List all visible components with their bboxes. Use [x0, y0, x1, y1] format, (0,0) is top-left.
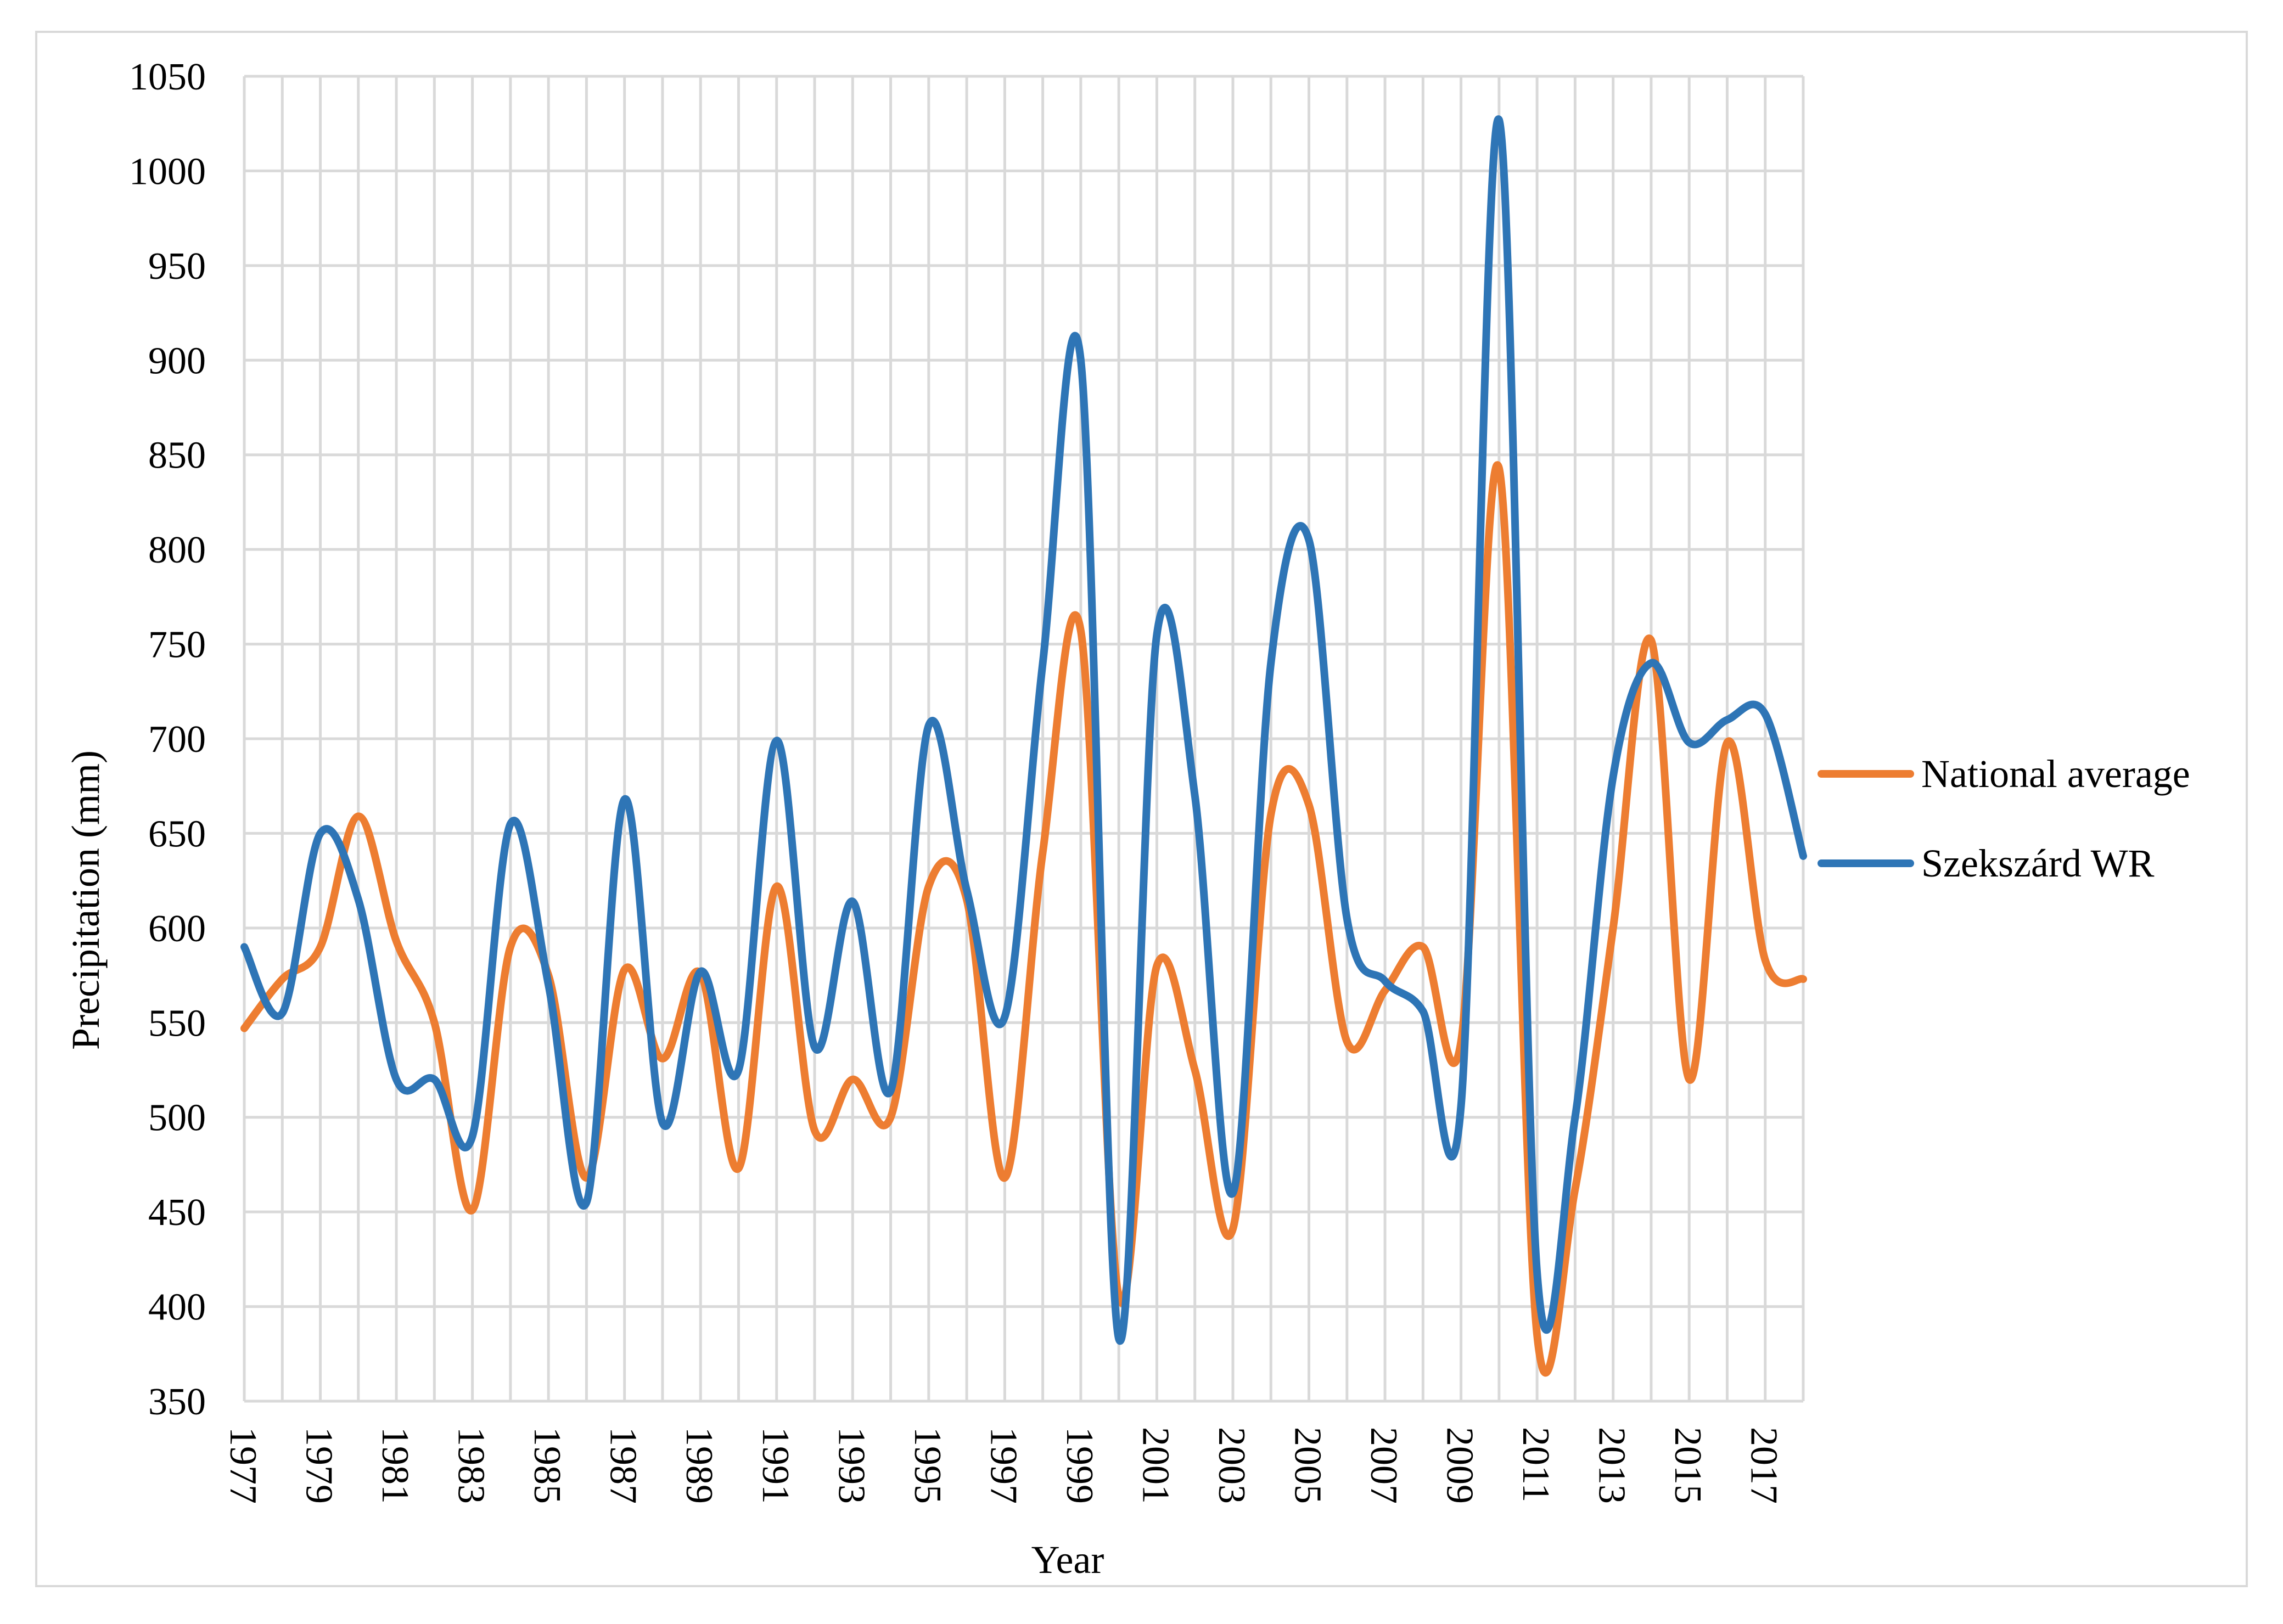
y-tick-label: 750: [148, 624, 206, 666]
y-tick-label: 500: [148, 1097, 206, 1139]
series-lines: [240, 115, 1807, 1377]
legend-label: National average: [1921, 752, 2190, 796]
legend: National average Szekszárd WR: [1818, 752, 2190, 885]
y-tick-label: 800: [148, 529, 206, 571]
x-tick-label: 1987: [602, 1427, 644, 1504]
y-tick-label: 1000: [129, 150, 206, 193]
x-tick-label: 1997: [982, 1427, 1024, 1504]
series-line-national-average: [240, 461, 1807, 1377]
x-tick-label: 1999: [1058, 1427, 1101, 1504]
y-tick-label: 850: [148, 435, 206, 477]
y-tick-labels: 350 400 450 500 550 600 650 700 750 800 850 900 950 1…: [129, 56, 206, 1423]
x-tick-label: 1981: [374, 1427, 416, 1504]
x-tick-label: 1985: [526, 1427, 568, 1504]
x-tick-labels: 1977 1979 1981 1983 1985 1987 1989 1991 1993 1995…: [222, 1427, 1785, 1504]
x-tick-label: 1979: [298, 1427, 340, 1504]
y-tick-label: 600: [148, 908, 206, 950]
x-tick-label: 2017: [1743, 1427, 1785, 1504]
x-tick-label: 1983: [450, 1427, 492, 1504]
x-tick-label: 2001: [1134, 1427, 1176, 1504]
x-tick-label: 2011: [1514, 1427, 1557, 1502]
y-tick-label: 400: [148, 1286, 206, 1329]
chart-frame: [35, 31, 2248, 1587]
x-tick-label: 2005: [1287, 1427, 1329, 1504]
y-tick-label: 550: [148, 1002, 206, 1044]
y-tick-label: 1050: [129, 56, 206, 98]
x-tick-label: 2003: [1210, 1427, 1253, 1504]
x-tick-label: 2015: [1667, 1427, 1709, 1504]
x-tick-label: 2013: [1591, 1427, 1633, 1504]
y-tick-label: 650: [148, 813, 206, 855]
y-axis-label: Precipitation (mm): [64, 750, 108, 1050]
x-tick-label: 2007: [1362, 1427, 1405, 1504]
x-tick-label: 2009: [1439, 1427, 1481, 1504]
y-tick-label: 700: [148, 718, 206, 761]
x-tick-label: 1991: [754, 1427, 796, 1504]
x-tick-label: 1993: [830, 1427, 872, 1504]
y-tick-label: 950: [148, 245, 206, 288]
y-tick-label: 350: [148, 1381, 206, 1423]
x-tick-label: 1977: [222, 1427, 264, 1504]
x-tick-label: 1995: [906, 1427, 949, 1504]
y-tick-label: 900: [148, 340, 206, 382]
x-axis-label: Year: [1031, 1538, 1104, 1582]
series-line-szeksz-rd-wr: [240, 115, 1807, 1345]
y-tick-label: 450: [148, 1192, 206, 1234]
x-tick-label: 1989: [678, 1427, 720, 1504]
legend-label: Szekszárd WR: [1921, 841, 2155, 885]
